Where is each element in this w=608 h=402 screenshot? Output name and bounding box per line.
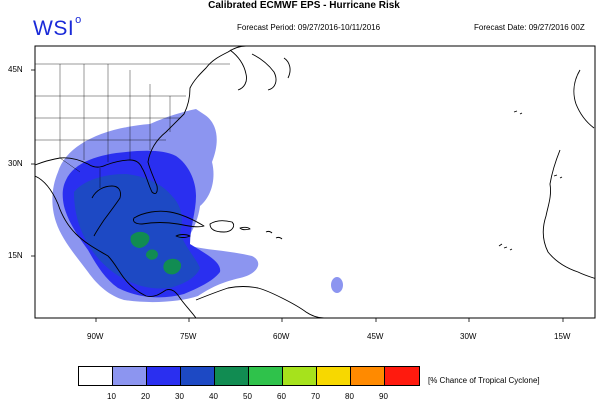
legend-tick-label: 50 <box>243 392 252 401</box>
risk-area-40-b <box>145 249 158 260</box>
legend-label: [% Chance of Tropical Cyclone] <box>428 376 540 385</box>
legend-tick-label: 30 <box>175 392 184 401</box>
forecast-date: Forecast Date: 09/27/2016 00Z <box>474 23 585 32</box>
lon-label-45w: 45W <box>367 332 384 341</box>
map-frame <box>34 45 596 319</box>
lon-label-60w: 60W <box>273 332 290 341</box>
wsi-logo-mark: o <box>75 14 82 26</box>
legend-swatch <box>215 367 249 385</box>
lon-label-15w: 15W <box>554 332 571 341</box>
legend-swatch <box>147 367 181 385</box>
lon-label-30w: 30W <box>460 332 477 341</box>
legend-swatch <box>113 367 147 385</box>
legend-swatch <box>79 367 113 385</box>
risk-area-40 <box>130 231 150 248</box>
risk-area-40-c <box>163 258 182 275</box>
legend-tick-label: 20 <box>141 392 150 401</box>
legend-swatch <box>249 367 283 385</box>
lon-label-90w: 90W <box>87 332 104 341</box>
coastlines <box>35 46 595 318</box>
legend-tick-label: 90 <box>379 392 388 401</box>
legend-swatch <box>317 367 351 385</box>
legend-tick-label: 10 <box>107 392 116 401</box>
legend-tick-label: 40 <box>209 392 218 401</box>
legend-tick-label: 80 <box>345 392 354 401</box>
political-borders <box>35 63 230 188</box>
legend-tick-label: 70 <box>311 392 320 401</box>
lat-label-45n: 45N <box>8 65 23 74</box>
axis-ticks <box>31 69 564 322</box>
wsi-logo-text: WSI <box>33 17 75 40</box>
risk-area-10-island <box>331 277 343 293</box>
map-title: Calibrated ECMWF EPS - Hurricane Risk <box>208 0 400 11</box>
legend-swatch <box>283 367 317 385</box>
lat-label-15n: 15N <box>8 251 23 260</box>
legend-tick-label: 60 <box>277 392 286 401</box>
color-legend <box>78 366 420 386</box>
forecast-period: Forecast Period: 09/27/2016-10/11/2016 <box>237 23 381 32</box>
legend-swatch <box>385 367 419 385</box>
lat-label-30n: 30N <box>8 159 23 168</box>
legend-swatch <box>181 367 215 385</box>
legend-swatch <box>351 367 385 385</box>
wsi-logo: WSIo <box>33 12 82 41</box>
lon-label-75w: 75W <box>180 332 197 341</box>
